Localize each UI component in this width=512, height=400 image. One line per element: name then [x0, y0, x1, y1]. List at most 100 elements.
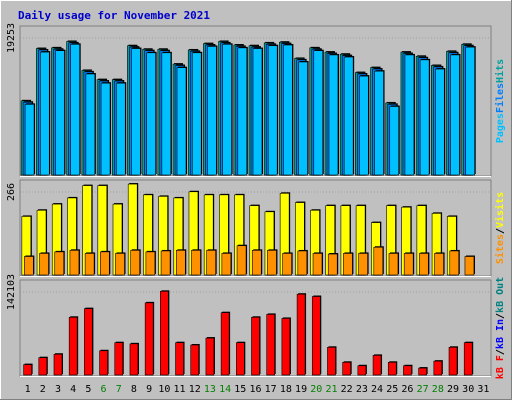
bar-kbytes-kb-f-day-23	[357, 364, 367, 376]
bar-visits-sites-day-26-fill	[403, 253, 414, 276]
bar-hits-pages-day-1	[24, 103, 36, 176]
bar-visits-sites-day-29-fill	[449, 250, 460, 276]
bar-visits-sites-day-4-fill	[69, 250, 80, 276]
bar-hits-pages-day-25	[389, 105, 400, 176]
bar-visits-sites-day-19-fill	[297, 250, 308, 276]
bar-hits-pages-day-15-fill	[237, 47, 248, 176]
bar-hits-pages-day-23	[359, 75, 370, 176]
bar-hits-pages-day-19	[298, 60, 309, 176]
x-tick-label-24: 24	[371, 384, 383, 395]
bar-visits-sites-day-29	[449, 249, 460, 276]
bar-kbytes-kb-f-day-21-fill	[327, 347, 336, 376]
x-tick-label-12: 12	[189, 384, 201, 395]
bar-visits-sites-day-30	[464, 255, 475, 276]
bar-hits-pages-day-10	[161, 51, 172, 176]
bar-kbytes-kb-f-day-6	[99, 349, 109, 376]
bar-visits-sites-day-17-fill	[267, 250, 277, 276]
bar-visits-sites-day-26	[403, 252, 415, 276]
bar-kbytes-kb-f-day-22	[342, 361, 352, 376]
bar-kbytes-kb-f-day-9	[144, 301, 155, 376]
bar-hits-pages-day-4	[70, 43, 81, 176]
bar-visits-sites-day-24-fill	[373, 246, 384, 276]
bar-hits-pages-day-30	[465, 46, 476, 176]
bar-kbytes-kb-f-day-27-fill	[418, 367, 427, 376]
bar-hits-pages-day-29-fill	[450, 54, 460, 176]
bar-visits-sites-day-19	[297, 249, 308, 276]
legend-kb-in: kB In	[495, 319, 506, 349]
panel-hits-max-tick: 19253	[6, 23, 17, 53]
bar-kbytes-kb-f-day-16-fill	[251, 316, 260, 376]
bar-kbytes-kb-f-day-5-fill	[84, 308, 93, 376]
bar-hits-pages-day-24-fill	[374, 70, 384, 176]
panel-kbytes-legend: kB F/kB In/kB Out	[495, 277, 506, 379]
bar-kbytes-kb-f-day-14-fill	[220, 312, 230, 376]
x-tick-label-7: 7	[116, 384, 122, 395]
bar-hits-pages-day-8	[131, 47, 142, 176]
bar-hits-pages-day-12	[191, 51, 203, 176]
bar-visits-sites-day-18-fill	[282, 253, 292, 276]
x-tick-label-11: 11	[174, 384, 186, 395]
bar-kbytes-kb-f-day-3	[53, 353, 63, 376]
bar-hits-pages-day-30-fill	[465, 46, 476, 176]
legend-kb-f: kB F	[495, 355, 506, 379]
bar-kbytes-kb-f-day-24-fill	[372, 355, 382, 376]
panel-visits: 266 Sites/Visits	[6, 179, 506, 277]
x-tick-label-21: 21	[325, 384, 337, 395]
bar-kbytes-kb-f-day-27	[418, 367, 428, 376]
x-tick-label-10: 10	[158, 384, 170, 395]
x-tick-label-22: 22	[341, 384, 353, 395]
bar-visits-sites-day-28-fill	[434, 253, 444, 276]
bar-visits-sites-day-15-fill	[236, 245, 247, 276]
bar-visits-sites-day-12-fill	[191, 250, 201, 276]
bar-hits-pages-day-2-fill	[39, 51, 50, 176]
x-tick-label-28: 28	[432, 384, 444, 395]
bar-kbytes-kb-f-day-23-fill	[357, 365, 367, 376]
bar-visits-sites-day-9-fill	[145, 251, 156, 276]
bar-kbytes-kb-f-day-29	[448, 346, 459, 376]
bar-kbytes-kb-f-day-15	[236, 341, 246, 376]
bar-visits-sites-day-25-fill	[388, 253, 399, 276]
bar-hits-pages-day-3-fill	[55, 50, 65, 176]
bar-visits-sites-day-27	[419, 252, 430, 276]
bar-kbytes-kb-f-day-1	[23, 363, 33, 376]
bar-visits-sites-day-6	[100, 250, 111, 276]
bar-kbytes-kb-f-day-4-fill	[68, 316, 78, 376]
bar-visits-sites-day-17	[267, 249, 278, 276]
bar-kbytes-kb-f-day-25	[387, 361, 398, 376]
bar-visits-sites-day-16-fill	[251, 250, 262, 276]
bar-kbytes-kb-f-day-4	[68, 316, 79, 376]
x-tick-label-15: 15	[234, 384, 246, 395]
bar-kbytes-kb-f-day-28	[433, 360, 443, 376]
bar-visits-sites-day-12	[191, 249, 202, 276]
x-tick-label-29: 29	[447, 384, 459, 395]
bar-hits-pages-day-6	[100, 82, 112, 176]
bar-visits-sites-day-8-fill	[130, 250, 141, 276]
legend-slash-1: /	[495, 349, 506, 355]
bar-visits-sites-day-27-fill	[419, 253, 429, 276]
bar-visits-sites-day-5-fill	[84, 253, 95, 276]
bar-hits-pages-day-5-fill	[85, 73, 96, 176]
bar-hits-pages-day-16	[252, 47, 263, 176]
bar-kbytes-kb-f-day-22-fill	[342, 362, 351, 376]
bar-visits-sites-day-11	[175, 249, 187, 276]
bar-hits-pages-day-19-fill	[298, 61, 308, 176]
bar-kbytes-kb-f-day-26	[403, 364, 413, 376]
bar-hits-pages-day-22-fill	[343, 56, 354, 176]
bar-kbytes-kb-f-day-17-fill	[266, 314, 275, 376]
x-tick-label-25: 25	[386, 384, 398, 395]
x-tick-label-3: 3	[55, 384, 61, 395]
bar-visits-sites-day-16	[251, 249, 263, 276]
bar-hits-pages-day-9	[146, 51, 157, 176]
bar-hits-pages-day-13-fill	[207, 46, 217, 176]
bar-hits-pages-day-26-fill	[404, 54, 415, 176]
bar-kbytes-kb-f-day-28-fill	[433, 360, 443, 376]
bar-hits-pages-day-8-fill	[131, 48, 141, 176]
bar-visits-sites-day-7-fill	[115, 253, 125, 276]
bar-visits-sites-day-24	[373, 246, 384, 276]
bar-hits-pages-day-18	[283, 44, 294, 176]
bar-kbytes-kb-f-day-12	[190, 343, 200, 376]
bar-kbytes-kb-f-day-21	[327, 346, 337, 376]
bar-visits-sites-day-3	[54, 250, 65, 276]
bar-hits-pages-day-27	[419, 58, 431, 176]
bar-kbytes-kb-f-day-17	[266, 313, 276, 376]
